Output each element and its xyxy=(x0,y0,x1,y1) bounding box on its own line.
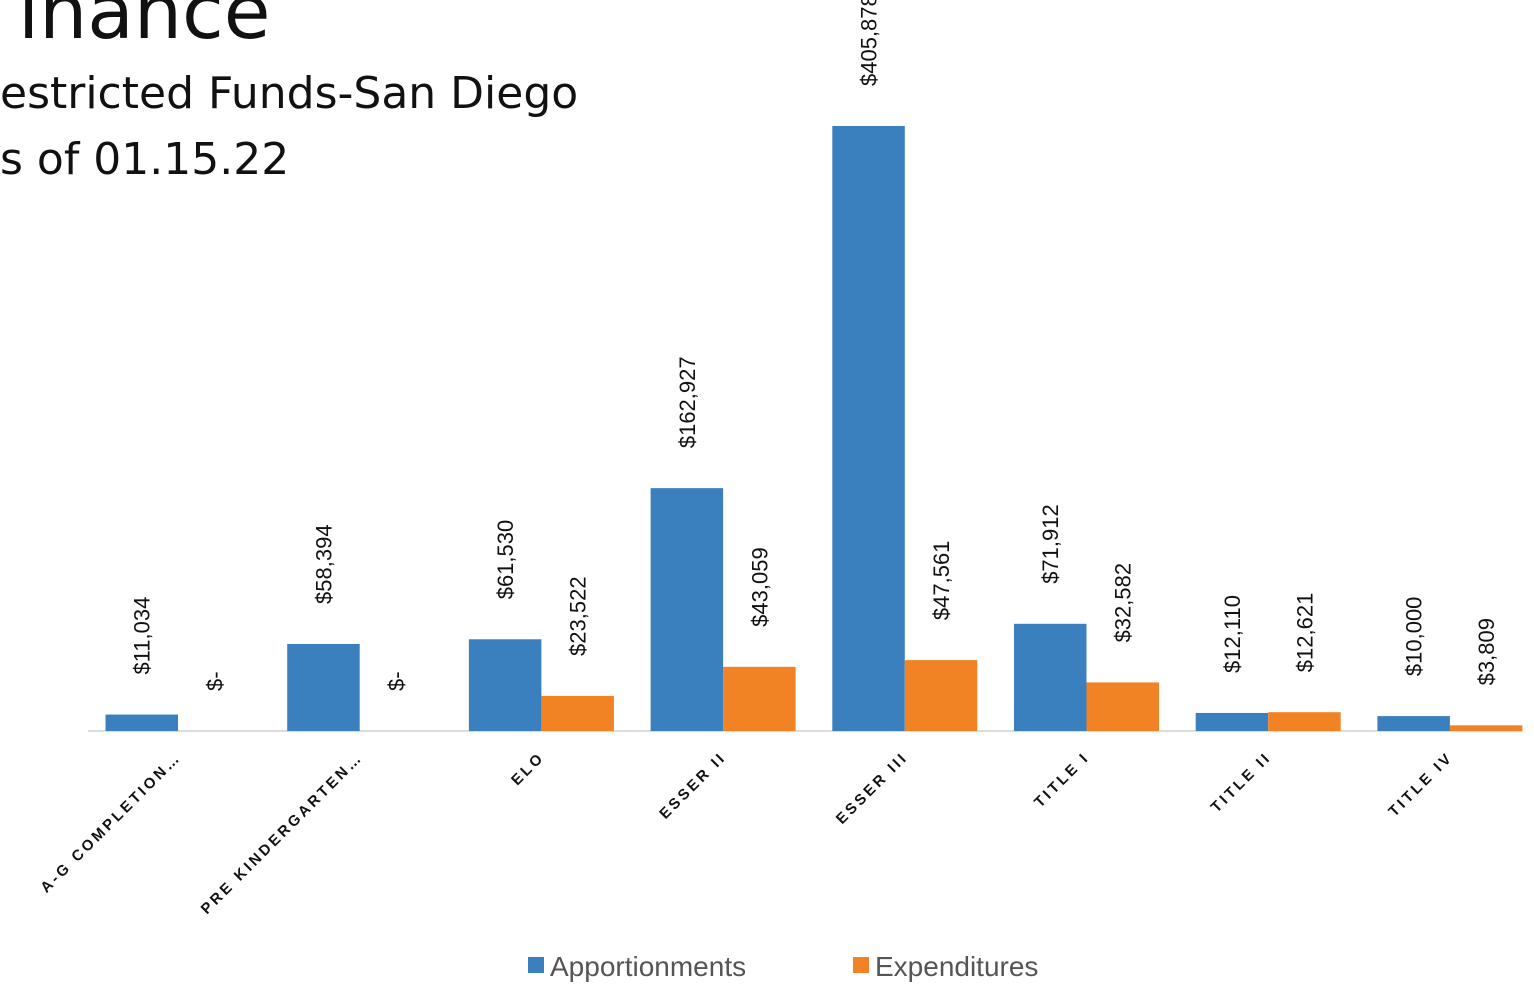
bar xyxy=(1377,716,1450,731)
subtitle: s of 01.15.22 xyxy=(0,134,289,185)
x-tick-label: A-G COMPLETION… xyxy=(37,749,185,897)
x-tick-label: TITLE IV xyxy=(1385,749,1456,820)
slide-title: inance xyxy=(18,0,271,56)
legend-label: Expenditures xyxy=(875,951,1038,982)
value-label: $71,912 xyxy=(1038,504,1063,584)
bar xyxy=(1195,712,1269,731)
bar xyxy=(650,488,724,731)
x-tick-label: TITLE II xyxy=(1208,749,1275,816)
value-label: $32,582 xyxy=(1111,563,1136,643)
x-tick-label: PRE KINDERGARTEN… xyxy=(198,749,367,918)
bar xyxy=(1449,725,1523,731)
value-label: $12,110 xyxy=(1220,595,1245,673)
legend-swatch xyxy=(853,957,869,973)
value-label: $58,394 xyxy=(311,524,336,604)
value-label: $3,809 xyxy=(1474,618,1499,685)
value-label: $23,522 xyxy=(566,576,591,656)
bar xyxy=(468,639,542,731)
bar xyxy=(1268,712,1341,731)
x-tick-label: TITLE I xyxy=(1031,749,1093,811)
bar xyxy=(904,660,978,731)
value-label: $12,621 xyxy=(1292,593,1317,673)
legend-swatch xyxy=(528,957,544,973)
subtitle: estricted Funds-San Diego xyxy=(0,68,578,119)
bar xyxy=(723,666,796,731)
value-label: $162,927 xyxy=(675,356,700,448)
value-label: $61,530 xyxy=(493,520,518,600)
value-label: $11,034 xyxy=(130,597,155,675)
bar xyxy=(1014,623,1087,731)
bar xyxy=(287,643,360,731)
value-label: $405,878 xyxy=(857,0,882,86)
value-label: $47,561 xyxy=(929,541,954,621)
value-label: $10,000 xyxy=(1402,597,1427,677)
value-label: $43,059 xyxy=(747,547,772,627)
x-tick-label: ESSER III xyxy=(833,749,912,828)
x-tick-label: ESSER II xyxy=(656,749,730,823)
value-label: $- xyxy=(202,671,227,691)
value-label: $- xyxy=(384,671,409,691)
x-tick-label: ELO xyxy=(508,749,548,789)
bar xyxy=(105,714,178,731)
legend-label: Apportionments xyxy=(550,951,746,982)
bar xyxy=(541,695,614,731)
bar xyxy=(832,126,905,731)
bar xyxy=(1086,682,1159,731)
